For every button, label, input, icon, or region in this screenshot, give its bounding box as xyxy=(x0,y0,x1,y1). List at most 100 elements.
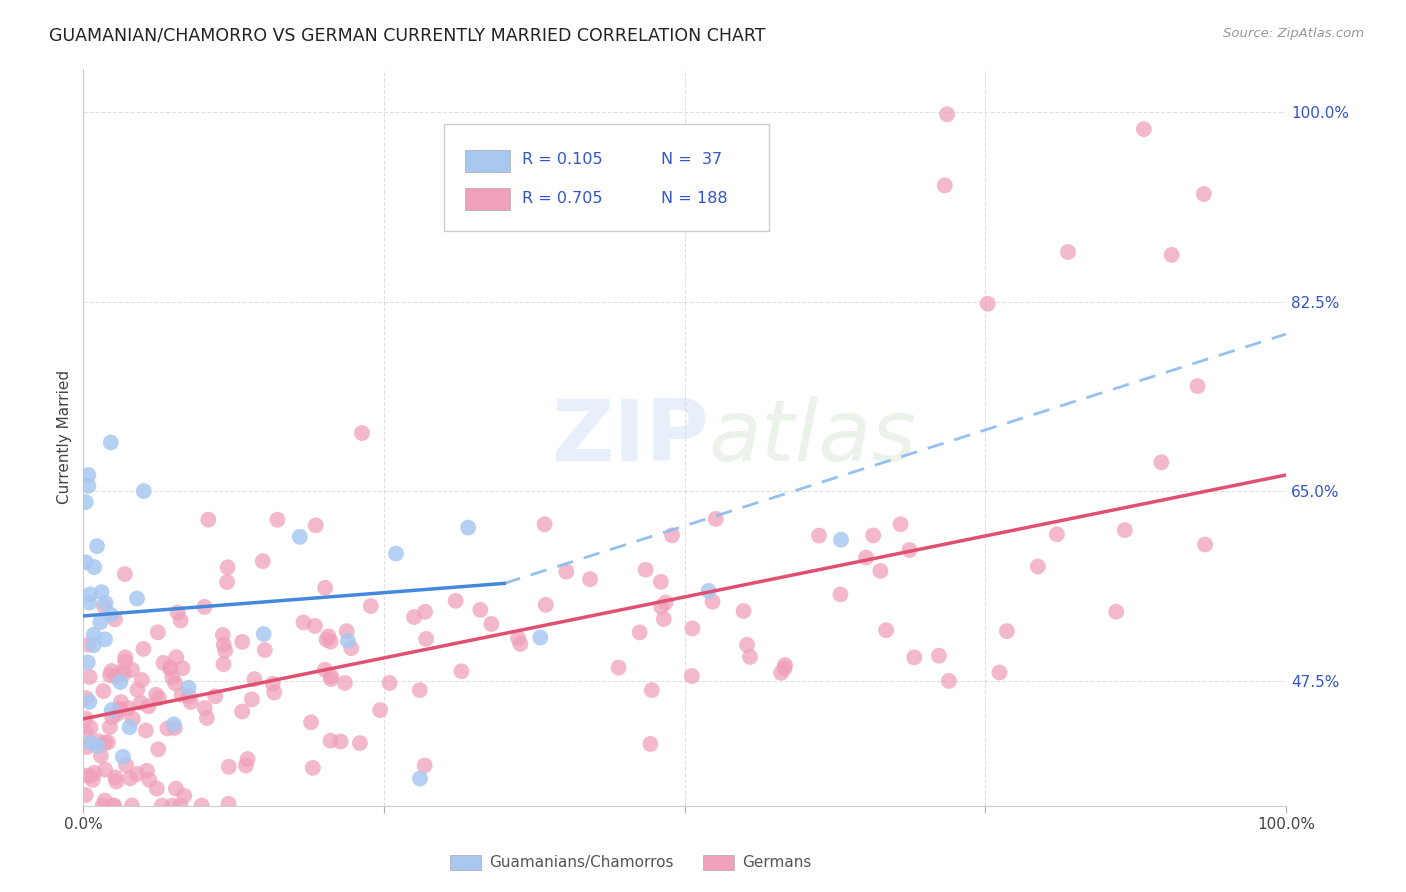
Text: GUAMANIAN/CHAMORRO VS GERMAN CURRENTLY MARRIED CORRELATION CHART: GUAMANIAN/CHAMORRO VS GERMAN CURRENTLY M… xyxy=(49,27,766,45)
Point xyxy=(75,726,97,740)
Point xyxy=(111,749,134,764)
Point xyxy=(79,670,101,684)
Point xyxy=(263,685,285,699)
Point xyxy=(190,798,212,813)
Point xyxy=(697,583,720,598)
Point xyxy=(94,632,117,647)
Point xyxy=(75,711,97,725)
Point xyxy=(104,612,127,626)
Point xyxy=(292,615,315,630)
Point xyxy=(165,676,187,690)
Point xyxy=(76,739,98,754)
Point xyxy=(409,683,432,698)
Point xyxy=(104,770,127,784)
Point xyxy=(112,666,135,681)
Text: Germans: Germans xyxy=(742,855,811,870)
Text: Source: ZipAtlas.com: Source: ZipAtlas.com xyxy=(1223,27,1364,40)
Point xyxy=(76,769,98,783)
Point xyxy=(607,660,630,674)
Point xyxy=(170,688,193,702)
Point xyxy=(110,695,132,709)
Point xyxy=(211,628,233,642)
Point xyxy=(75,788,97,802)
Point xyxy=(470,603,492,617)
Point xyxy=(977,297,1000,311)
Point xyxy=(534,598,557,612)
Point xyxy=(214,643,236,657)
Point xyxy=(855,550,877,565)
Point xyxy=(82,772,104,787)
Point xyxy=(315,632,337,647)
Point xyxy=(169,614,191,628)
Point xyxy=(934,178,956,193)
Point xyxy=(121,712,143,726)
Point xyxy=(735,638,758,652)
Point xyxy=(217,560,239,574)
Point xyxy=(318,629,340,643)
Point xyxy=(165,650,187,665)
Point xyxy=(415,632,437,646)
Point xyxy=(165,781,187,796)
Point xyxy=(135,723,157,738)
Point xyxy=(148,691,170,706)
Point xyxy=(100,664,122,678)
Point xyxy=(640,737,662,751)
Point xyxy=(650,574,672,589)
Point xyxy=(212,638,235,652)
Point xyxy=(104,669,127,683)
Point xyxy=(681,669,703,683)
Point xyxy=(110,702,132,716)
Point xyxy=(114,655,136,669)
Point xyxy=(120,772,142,786)
Point xyxy=(90,748,112,763)
Point xyxy=(101,710,124,724)
Point xyxy=(319,672,342,686)
Point xyxy=(938,673,960,688)
Point xyxy=(770,665,793,680)
Point xyxy=(94,794,117,808)
Point xyxy=(173,789,195,803)
Point xyxy=(350,425,373,440)
Point xyxy=(299,715,322,730)
Point xyxy=(75,555,97,569)
Point xyxy=(903,650,925,665)
Point xyxy=(360,599,382,613)
Point xyxy=(661,528,683,542)
Point xyxy=(1150,455,1173,469)
Point xyxy=(738,649,761,664)
Point xyxy=(378,676,401,690)
Point xyxy=(1105,605,1128,619)
Point xyxy=(138,772,160,787)
Point xyxy=(75,495,97,509)
Point xyxy=(773,661,796,675)
Text: N =  37: N = 37 xyxy=(661,153,721,168)
Text: N = 188: N = 188 xyxy=(661,191,727,206)
Point xyxy=(218,797,240,811)
Point xyxy=(148,742,170,756)
Point xyxy=(121,798,143,813)
Point xyxy=(180,695,202,709)
Point xyxy=(413,758,436,772)
Point xyxy=(231,705,253,719)
Point xyxy=(100,607,122,622)
Point xyxy=(266,513,288,527)
Point xyxy=(79,695,101,709)
Point xyxy=(218,760,240,774)
Point xyxy=(105,774,128,789)
Point xyxy=(654,595,676,609)
Point xyxy=(450,665,472,679)
Point xyxy=(103,798,125,813)
Point xyxy=(314,663,336,677)
Point xyxy=(479,617,502,632)
Point xyxy=(319,669,342,683)
Point xyxy=(98,720,121,734)
Point xyxy=(773,658,796,673)
Point xyxy=(77,479,100,493)
Point xyxy=(236,752,259,766)
Point xyxy=(163,717,186,731)
Point xyxy=(875,623,897,637)
Point xyxy=(79,736,101,750)
Point xyxy=(634,563,657,577)
Point xyxy=(114,650,136,665)
Point xyxy=(336,633,359,648)
